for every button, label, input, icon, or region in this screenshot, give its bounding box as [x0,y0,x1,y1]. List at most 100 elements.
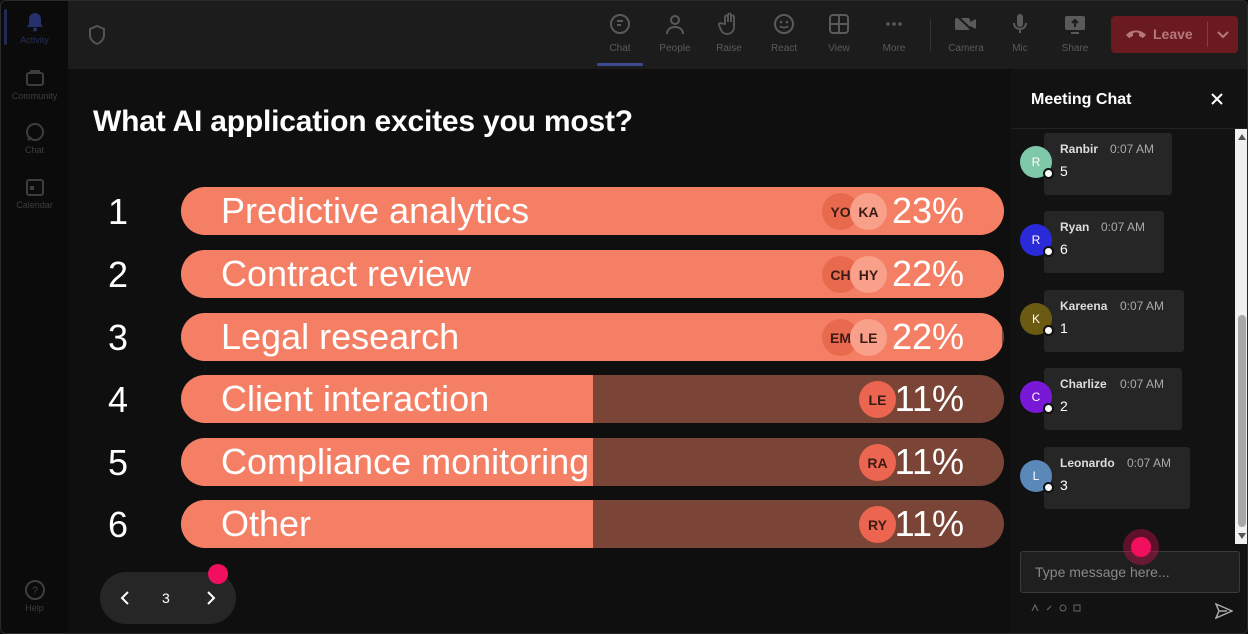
toolbar-react-button[interactable]: React [759,11,809,61]
message-input[interactable] [1020,551,1240,593]
poll-option-row: 5 Compliance monitoring RA 11% [68,438,1011,486]
svg-text:?: ? [31,585,37,597]
chat-title: Meeting Chat [1031,91,1132,108]
raise-hand-icon [716,11,742,37]
option-rank: 1 [108,191,129,232]
sender-name: Charlize [1060,377,1107,391]
scroll-down-icon[interactable] [1238,533,1246,539]
poll-option-row: 1 Predictive analytics YO KA 23% [68,187,1011,235]
camera-off-icon [953,11,979,37]
option-rank: 3 [108,317,129,358]
option-label: Other [221,503,312,544]
toolbar-camera-button[interactable]: Camera [941,11,991,61]
help-label: Help [25,603,44,613]
voter-avatar: RY [859,506,896,543]
toolbar-raise-button[interactable]: Raise [704,11,754,61]
message-text: 6 [1060,241,1068,257]
shield-icon[interactable] [88,24,106,50]
avatar[interactable]: L [1020,460,1052,492]
phone-hangup-icon [1125,27,1147,44]
rail-item-community[interactable]: Community [1,67,68,101]
format-icon[interactable] [1031,603,1039,614]
chat-scrollbar[interactable] [1235,129,1247,544]
presence-status-icon [1043,403,1054,414]
toolbar-share-label: Share [1061,43,1089,54]
chat-composer [1011,544,1247,633]
option-bar-fill [181,438,593,486]
poll-option-row: 6 Other RY 11% [68,500,1011,548]
option-label: Compliance monitoring [221,441,590,482]
rail-item-chat[interactable]: Chat [1,121,68,155]
toolbar-more-label: More [882,43,906,54]
toolbar-mic-button[interactable]: Mic [995,11,1045,61]
left-rail: Activity Community Chat Calendar ? Help [1,1,68,633]
chat-icon [607,11,633,37]
message-bubble: Ranbir 0:07 AM 5 [1044,133,1172,195]
option-bar: Other RY 11% [181,500,1004,548]
previous-button[interactable] [114,586,138,610]
toolbar-view-button[interactable]: View [814,11,864,61]
toolbar-divider [930,19,931,51]
next-button[interactable] [198,586,222,610]
toolbar-more-button[interactable]: More [869,11,919,61]
option-percent: 11% [894,378,964,419]
message-time: 0:07 AM [1120,299,1165,313]
toolbar-people-button[interactable]: People [650,11,700,61]
sender-name: Ryan [1060,220,1090,234]
toolbar-chat-button[interactable]: Chat [595,11,645,61]
message-time: 0:07 AM [1127,456,1172,470]
gif-icon[interactable] [1073,604,1081,614]
option-bar: Predictive analytics YO KA 23% [181,187,1004,235]
toolbar-react-label: React [770,43,798,54]
emoji-icon[interactable] [1059,604,1067,614]
mic-icon [1007,11,1033,37]
more-icon [881,11,907,37]
bell-icon [24,11,46,33]
option-label: Client interaction [221,378,490,419]
option-bar: Compliance monitoring RA 11% [181,438,1004,486]
option-percent: 22% [891,316,964,357]
help-icon: ? [24,579,46,601]
rail-item-label: Community [11,91,58,101]
option-rank: 6 [108,504,129,545]
chat-message: Kareena 0:07 AM 1 K [1011,290,1235,352]
poll-question: What AI application excites you most? [93,105,633,138]
rail-item-calendar[interactable]: Calendar [1,176,68,210]
toolbar-view-label: View [828,43,850,54]
message-time: 0:07 AM [1101,220,1146,234]
scrollbar-thumb[interactable] [1238,315,1246,527]
toolbar-share-button[interactable]: Share [1050,11,1100,61]
chat-header: Meeting Chat [1011,69,1247,129]
leave-label: Leave [1153,26,1193,42]
poll-option-row: 4 Client interaction LE 11% [68,375,1011,423]
slide-pager: 3 [100,572,236,624]
attach-icon[interactable] [1045,604,1053,614]
page-number: 3 [162,590,170,606]
leave-button[interactable]: Leave [1111,16,1238,53]
rail-item-help[interactable]: ? Help [1,579,68,613]
message-bubble: Ryan 0:07 AM 6 [1044,211,1164,273]
option-bar: Client interaction LE 11% [181,375,1004,423]
poll-stage: What AI application excites you most? 1 P… [68,69,1011,633]
chat-message: Ryan 0:07 AM 6 R [1011,211,1235,273]
voter-avatar: LE [859,381,896,418]
toolbar-chat-label: Chat [609,43,631,54]
chat-message: Ranbir 0:07 AM 5 R [1011,133,1235,195]
calendar-icon [24,176,46,198]
send-button[interactable] [1213,600,1235,622]
option-bar: Contract review CH HY 22% [181,250,1004,298]
option-rank: 5 [108,442,129,483]
message-text: 3 [1060,477,1068,493]
chevron-down-icon[interactable] [1213,24,1233,47]
toolbar-mic-label: Mic [1012,43,1028,54]
option-bar-fill [181,500,593,548]
message-bubble: Leonardo 0:07 AM 3 [1044,447,1190,509]
close-chat-button[interactable] [1207,89,1227,109]
rail-item-activity[interactable]: Activity [1,11,68,45]
scroll-up-icon[interactable] [1238,134,1246,140]
chat-message: Charlize 0:07 AM 2 C [1011,368,1235,430]
people-icon [662,11,688,37]
voter-avatar: YO [822,193,859,230]
option-bar: Legal research EM LE 22% [181,313,1004,361]
option-label: Legal research [221,316,460,357]
